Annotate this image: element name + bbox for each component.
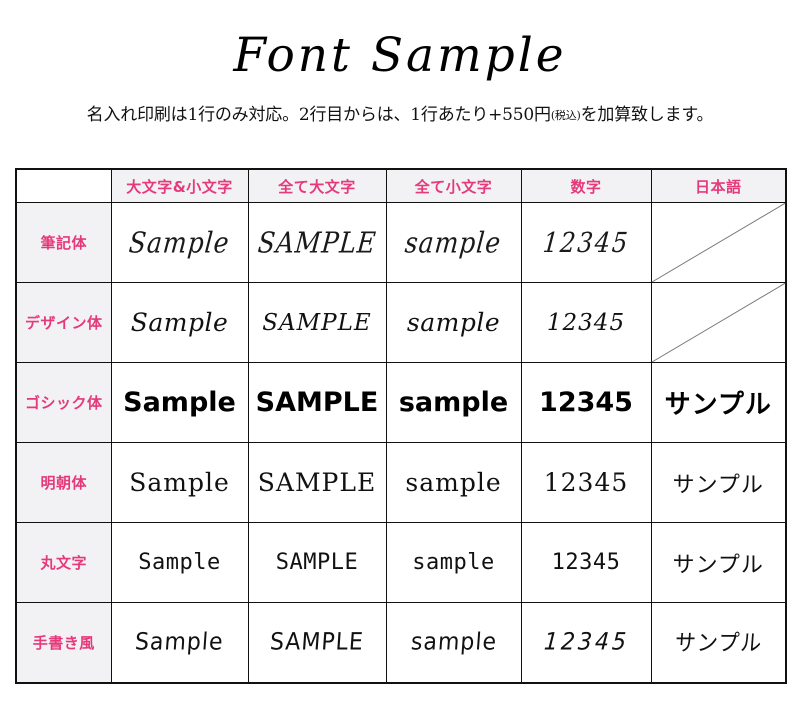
table-row: 筆記体 Sample SAMPLE sample 12345 xyxy=(15,202,787,283)
table-row: 丸文字 Sample SAMPLE sample 12345 サンプル xyxy=(15,522,787,603)
column-header-uppercase: 全て大文字 xyxy=(247,168,387,203)
table-row: デザイン体 Sample SAMPLE sample 12345 xyxy=(15,282,787,363)
table-header: 大文字&小文字 全て大文字 全て小文字 数字 日本語 xyxy=(15,168,787,203)
sample-text: sample xyxy=(403,225,504,260)
sample-text: Sample xyxy=(129,468,230,497)
row-label-maru: 丸文字 xyxy=(15,522,112,603)
cell-maru-japanese: サンプル xyxy=(650,522,787,603)
table-row: 明朝体 Sample SAMPLE sample 12345 サンプル xyxy=(15,442,787,523)
table-header-row: 大文字&小文字 全て大文字 全て小文字 数字 日本語 xyxy=(15,168,787,203)
page-title: Font Sample xyxy=(233,28,567,83)
subtitle-main-text: 名入れ印刷は1行のみ対応。2行目からは、1行あたり+550円 xyxy=(86,105,551,125)
table-corner-cell xyxy=(15,168,112,203)
sample-text: Sample xyxy=(134,628,225,656)
font-sample-table: 大文字&小文字 全て大文字 全て小文字 数字 日本語 筆記体 Sample SA… xyxy=(15,168,787,684)
row-label-script: 筆記体 xyxy=(15,202,112,283)
sample-text: sample xyxy=(398,387,509,418)
cell-gothic-japanese: サンプル xyxy=(650,362,787,443)
sample-text: Sample xyxy=(123,387,236,418)
cell-mincho-numbers: 12345 xyxy=(520,442,652,523)
diagonal-strike-icon xyxy=(652,203,785,282)
cell-design-numbers: 12345 xyxy=(520,282,652,363)
cell-script-upper: SAMPLE xyxy=(247,202,387,283)
sample-text: SAMPLE xyxy=(255,387,379,418)
subtitle: 名入れ印刷は1行のみ対応。2行目からは、1行あたり+550円(税込)を加算致しま… xyxy=(87,105,714,125)
cell-handwriting-lower: sample xyxy=(385,602,522,683)
sample-text: SAMPLE xyxy=(256,225,378,260)
sample-text: 12345 xyxy=(542,628,630,656)
table-row: 手書き風 Sample SAMPLE sample 12345 サンプル xyxy=(15,602,787,683)
sample-text: 12345 xyxy=(546,309,626,336)
cell-handwriting-mixed: Sample xyxy=(110,602,249,683)
cell-maru-numbers: 12345 xyxy=(520,522,652,603)
cell-handwriting-upper: SAMPLE xyxy=(247,602,387,683)
cell-handwriting-numbers: 12345 xyxy=(520,602,652,683)
sample-text: sample xyxy=(412,550,495,575)
cell-mincho-upper: SAMPLE xyxy=(247,442,387,523)
sample-text: Sample xyxy=(130,308,229,337)
cell-handwriting-japanese: サンプル xyxy=(650,602,787,683)
sample-text: サンプル xyxy=(672,552,764,578)
column-header-numbers: 数字 xyxy=(520,168,652,203)
table-body: 筆記体 Sample SAMPLE sample 12345 デザイン体 Sam… xyxy=(15,202,787,683)
diagonal-strike-icon xyxy=(652,283,785,362)
row-label-gothic: ゴシック体 xyxy=(15,362,112,443)
cell-gothic-upper: SAMPLE xyxy=(247,362,387,443)
sample-text: SAMPLE xyxy=(275,550,359,575)
column-header-mixed-case: 大文字&小文字 xyxy=(110,168,249,203)
page-title-wrap: Font Sample xyxy=(0,32,800,79)
cell-script-japanese-unavailable xyxy=(650,202,787,283)
sample-text: 12345 xyxy=(551,550,621,575)
sample-text: SAMPLE xyxy=(269,628,365,656)
sample-text: sample xyxy=(409,628,498,656)
row-label-design: デザイン体 xyxy=(15,282,112,363)
sample-text: Sample xyxy=(138,550,221,575)
cell-script-lower: sample xyxy=(385,202,522,283)
subtitle-tax-note: (税込) xyxy=(550,109,581,122)
cell-design-lower: sample xyxy=(385,282,522,363)
cell-design-upper: SAMPLE xyxy=(247,282,387,363)
sample-text: 12345 xyxy=(541,226,631,259)
row-label-handwriting: 手書き風 xyxy=(15,602,112,683)
sample-text: サンプル xyxy=(673,630,763,657)
cell-script-numbers: 12345 xyxy=(520,202,652,283)
sample-text: sample xyxy=(406,308,501,337)
cell-gothic-lower: sample xyxy=(385,362,522,443)
sample-text: SAMPLE xyxy=(257,468,377,497)
subtitle-wrap: 名入れ印刷は1行のみ対応。2行目からは、1行あたり+550円(税込)を加算致しま… xyxy=(0,100,800,125)
cell-design-japanese-unavailable xyxy=(650,282,787,363)
cell-maru-lower: sample xyxy=(385,522,522,603)
sample-text: サンプル xyxy=(672,472,764,498)
column-header-japanese: 日本語 xyxy=(650,168,787,203)
cell-gothic-numbers: 12345 xyxy=(520,362,652,443)
sample-text: sample xyxy=(405,468,502,497)
sample-text: サンプル xyxy=(664,390,772,420)
cell-gothic-mixed: Sample xyxy=(110,362,249,443)
cell-mincho-lower: sample xyxy=(385,442,522,523)
cell-script-mixed: Sample xyxy=(110,202,249,283)
column-header-lowercase: 全て小文字 xyxy=(385,168,522,203)
sample-text: 12345 xyxy=(543,468,629,497)
cell-mincho-japanese: サンプル xyxy=(650,442,787,523)
sample-text: 12345 xyxy=(539,387,633,418)
sample-text: Sample xyxy=(127,225,232,260)
table-row: ゴシック体 Sample SAMPLE sample 12345 サンプル xyxy=(15,362,787,443)
cell-maru-upper: SAMPLE xyxy=(247,522,387,603)
sample-text: SAMPLE xyxy=(262,309,372,336)
row-label-mincho: 明朝体 xyxy=(15,442,112,523)
cell-maru-mixed: Sample xyxy=(110,522,249,603)
cell-design-mixed: Sample xyxy=(110,282,249,363)
cell-mincho-mixed: Sample xyxy=(110,442,249,523)
subtitle-tail-text: を加算致します。 xyxy=(580,105,714,125)
font-sample-table-wrap: 大文字&小文字 全て大文字 全て小文字 数字 日本語 筆記体 Sample SA… xyxy=(15,168,787,684)
